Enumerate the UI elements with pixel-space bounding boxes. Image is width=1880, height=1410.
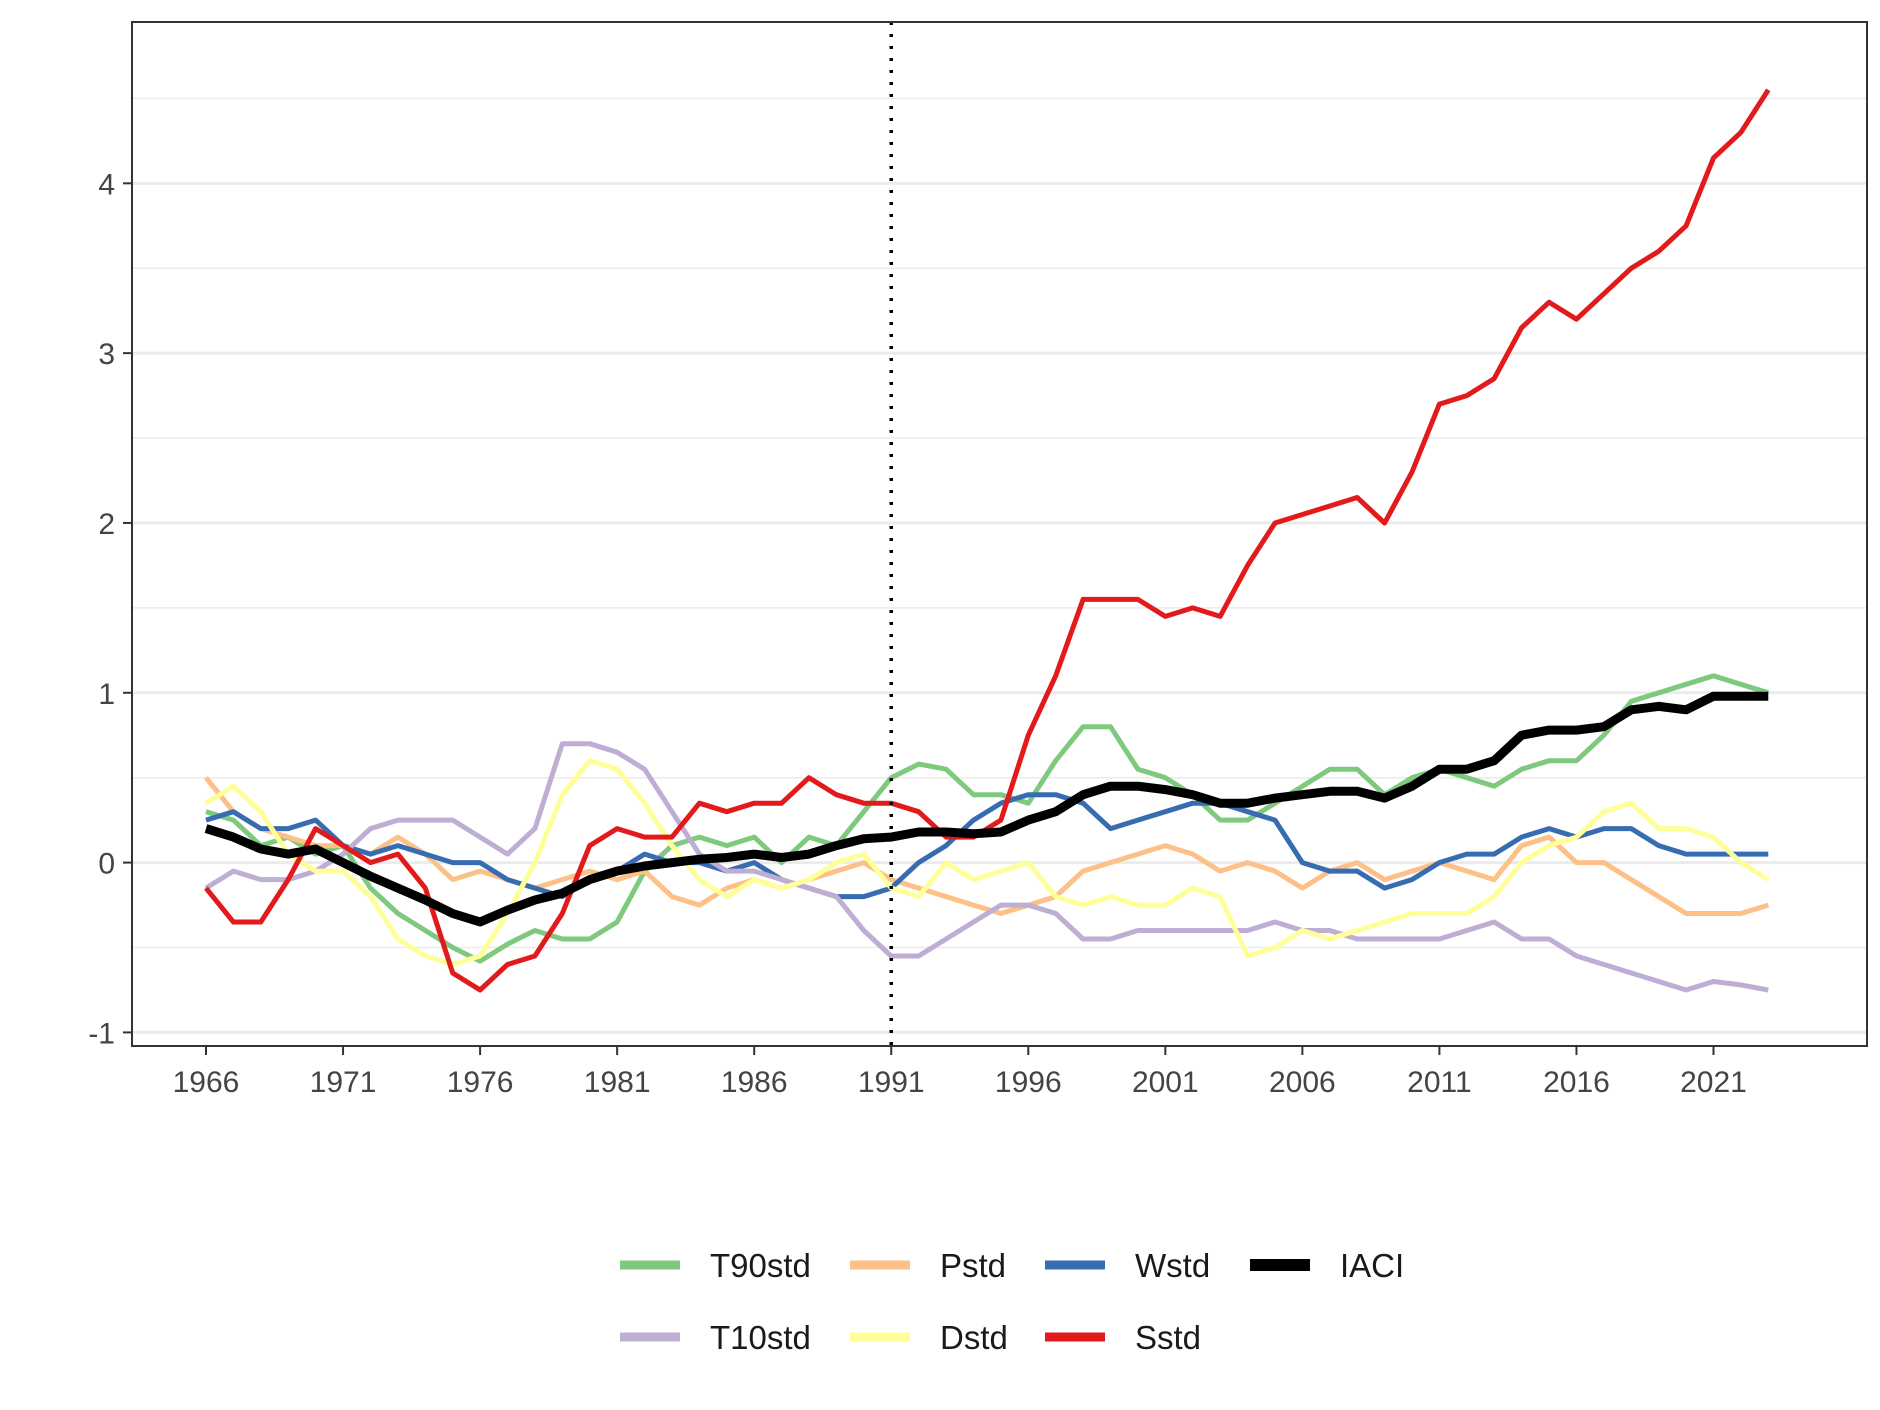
- x-tick-label: 1981: [584, 1066, 651, 1099]
- legend-label-dstd: Dstd: [940, 1319, 1008, 1356]
- series-line-t10std: [204, 741, 1769, 993]
- x-tick-label: 2011: [1407, 1066, 1472, 1099]
- series-line-wstd: [205, 792, 1769, 900]
- grid-layer: [132, 97, 1867, 1034]
- legend-label-t10std: T10std: [710, 1319, 811, 1356]
- x-tick-label: 1966: [173, 1066, 240, 1099]
- x-tick-label: 1991: [858, 1066, 925, 1099]
- legend-label-t90std: T90std: [710, 1247, 811, 1284]
- y-tick-label: 3: [98, 338, 115, 371]
- legend-label-sstd: Sstd: [1135, 1319, 1201, 1356]
- legend-label-iaci: IACI: [1340, 1247, 1404, 1284]
- x-tick-label: 1971: [310, 1066, 377, 1099]
- x-tick-label: 1976: [447, 1066, 514, 1099]
- x-tick-label: 1996: [995, 1066, 1062, 1099]
- x-tick-label: 2016: [1543, 1066, 1610, 1099]
- axis-layer: -1 0 1 2 3 4 1966 1971 1976 1981 1986 1991 1996 2001 2…: [88, 168, 1747, 1099]
- y-tick-label: 2: [98, 508, 115, 541]
- y-tick-label: -1: [88, 1017, 115, 1050]
- x-tick-label: 2021: [1680, 1066, 1747, 1099]
- x-tick-label: 1986: [721, 1066, 788, 1099]
- y-tick-label: 4: [98, 168, 115, 201]
- x-tick-label: 2006: [1269, 1066, 1336, 1099]
- x-tick-label: 2001: [1132, 1066, 1199, 1099]
- series-line-iaci: [204, 691, 1769, 927]
- legend-label-wstd: Wstd: [1135, 1247, 1210, 1284]
- plot-panel-border: [131, 21, 1868, 1047]
- series-layer: [204, 88, 1771, 993]
- y-tick-label: 0: [98, 848, 115, 881]
- series-line-t90std: [205, 673, 1770, 964]
- y-tick-label: 1: [98, 678, 115, 711]
- series-line-pstd: [204, 776, 1770, 916]
- series-line-dstd: [204, 758, 1770, 967]
- legend-label-pstd: Pstd: [940, 1247, 1006, 1284]
- legend: T90std Pstd Wstd IACI T10std Dstd Sstd: [620, 1247, 1404, 1356]
